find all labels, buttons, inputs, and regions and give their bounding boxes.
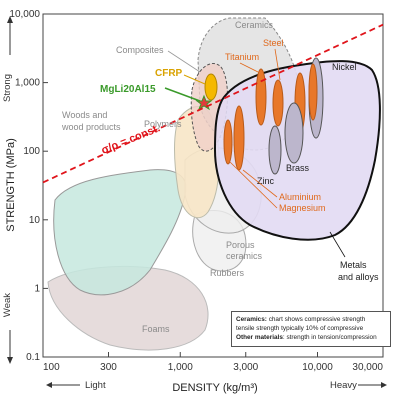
x-tick-label: 10,000 <box>302 362 333 373</box>
region-woods <box>53 169 187 296</box>
label-woods: Woods and <box>62 110 107 120</box>
label-woods-2: wood products <box>61 122 121 132</box>
zinc-ellipse <box>268 125 282 175</box>
note-line-3: Other materials: strength in tension/com… <box>236 334 377 341</box>
cfrp-leader <box>183 74 206 85</box>
y-tick-label: 10,000 <box>9 9 40 20</box>
heavy-arrow-head <box>381 382 387 388</box>
steel-leader <box>274 48 281 81</box>
label-ceramics: Ceramics <box>235 20 274 30</box>
label-nickel: Nickel <box>332 62 357 72</box>
y-ticks: 10,000 1,000 100 10 1 0.1 <box>9 9 48 363</box>
x-tick-label: 300 <box>100 362 117 373</box>
x-tick-label: 3,000 <box>233 362 258 373</box>
label-zinc: Zinc <box>257 176 275 186</box>
x-side-heavy: Heavy <box>330 380 357 391</box>
label-aluminium: Aluminium <box>279 192 321 202</box>
label-rubbers: Rubbers <box>210 268 245 278</box>
x-tick-label: 1,000 <box>168 362 193 373</box>
label-porous-2: ceramics <box>226 251 263 261</box>
label-polymers: Polymers <box>144 119 182 129</box>
nickel-ellipse-2 <box>308 63 318 121</box>
metal-ellipses <box>223 57 324 175</box>
label-metals-2: and alloys <box>338 272 379 282</box>
y-tick-label: 100 <box>23 146 40 157</box>
label-mgli: MgLi20Al15 <box>100 84 156 95</box>
y-side-strong: Strong <box>2 74 13 102</box>
titanium-leader <box>239 62 259 73</box>
magnesium-ellipse <box>223 119 233 165</box>
note-line-1: Ceramics: chart shows compressive streng… <box>236 316 366 323</box>
composites-leader <box>167 50 201 73</box>
steel-ellipse <box>272 79 284 127</box>
y-tick-label: 1,000 <box>15 78 40 89</box>
aluminium-leader <box>242 169 278 198</box>
label-cfrp: CFRP <box>155 68 183 79</box>
label-porous: Porous <box>226 240 255 250</box>
y-tick-label: 0.1 <box>26 352 40 363</box>
x-side-light: Light <box>85 380 106 391</box>
brass-ellipse <box>284 102 304 164</box>
y-axis-label: STRENGTH (MPa) <box>5 138 17 232</box>
note-box: Ceramics: chart shows compressive streng… <box>231 311 391 347</box>
cfrp-ellipse <box>204 73 218 101</box>
x-ticks: 100 300 1,000 3,000 10,000 30,000 <box>42 352 384 373</box>
titanium-ellipse <box>255 68 267 126</box>
mgli-arrow <box>164 87 201 102</box>
label-foams: Foams <box>142 324 170 334</box>
x-tick-label: 30,000 <box>352 362 383 373</box>
weak-arrow-head <box>7 357 13 364</box>
x-tick-label: 100 <box>43 362 60 373</box>
x-axis-label: DENSITY (kg/m³) <box>172 382 257 394</box>
label-metals: Metals <box>340 260 367 270</box>
label-magnesium: Magnesium <box>279 203 326 213</box>
y-side-weak: Weak <box>2 293 13 317</box>
note-line-2: tensile strength typically 10% of compre… <box>236 325 364 332</box>
label-composites: Composites <box>116 45 164 55</box>
metals-leader <box>329 231 346 258</box>
label-steel: Steel <box>263 38 284 48</box>
aluminium-ellipse <box>233 105 245 171</box>
label-titanium: Titanium <box>225 52 259 62</box>
y-tick-label: 1 <box>34 283 40 294</box>
y-tick-label: 10 <box>29 215 41 226</box>
magnesium-leader <box>229 161 278 209</box>
light-arrow-head <box>46 382 52 388</box>
label-brass: Brass <box>286 163 310 173</box>
trend-line <box>42 23 384 184</box>
strong-arrow-head <box>7 16 13 23</box>
